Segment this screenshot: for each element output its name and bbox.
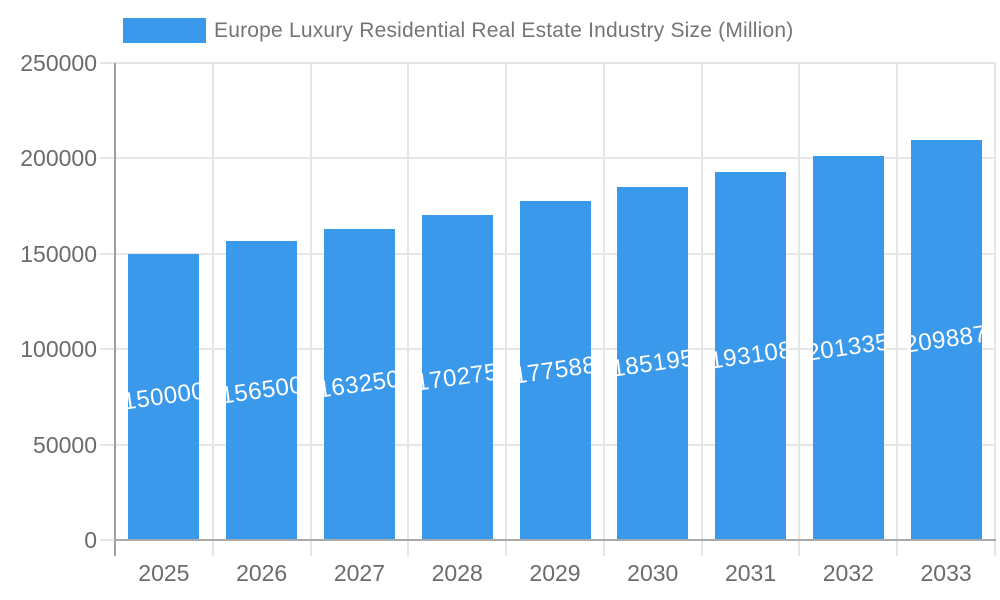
bar-2030[interactable] <box>617 187 689 540</box>
x-axis-tick-label: 2029 <box>529 560 581 586</box>
y-axis-tick <box>100 157 115 160</box>
legend-swatch <box>123 18 206 43</box>
y-axis-line <box>114 63 116 556</box>
gridline-vertical <box>602 63 605 556</box>
y-axis-tick <box>100 252 115 255</box>
y-axis-tick-label: 250000 <box>20 50 97 76</box>
legend: Europe Luxury Residential Real Estate In… <box>123 18 793 43</box>
y-axis-tick <box>100 348 115 351</box>
x-axis-tick-label: 2026 <box>236 560 288 586</box>
y-axis-tick <box>100 62 115 64</box>
bar-2026[interactable] <box>226 241 298 540</box>
x-axis-tick-label: 2030 <box>627 560 679 586</box>
y-axis-tick-label: 200000 <box>20 145 97 172</box>
bar-2028[interactable] <box>421 215 493 540</box>
y-axis-tick-label: 150000 <box>20 240 97 267</box>
gridline-vertical <box>211 63 214 556</box>
gridline-vertical <box>407 63 410 556</box>
y-axis-tick-label: 50000 <box>33 431 97 458</box>
bar-2031[interactable] <box>715 172 787 540</box>
gridline-vertical <box>309 63 312 556</box>
x-axis-tick-label: 2028 <box>431 560 483 586</box>
gridline-horizontal <box>115 157 995 160</box>
gridline-vertical <box>700 63 703 556</box>
y-axis-tick-label: 100000 <box>20 336 97 363</box>
gridline-vertical <box>798 63 801 556</box>
x-axis-tick-label: 2032 <box>822 560 874 586</box>
gridline-vertical <box>505 63 508 556</box>
x-axis-tick-label: 2027 <box>333 560 386 586</box>
gridline-vertical <box>896 63 899 556</box>
gridline-vertical <box>994 63 996 556</box>
legend-label: Europe Luxury Residential Real Estate In… <box>214 18 794 42</box>
y-axis-tick-label: 0 <box>84 527 97 553</box>
bar-2027[interactable] <box>323 229 395 540</box>
y-axis-tick <box>100 443 115 446</box>
y-axis-tick <box>100 539 115 541</box>
x-axis-line <box>114 539 996 541</box>
bar-2033[interactable] <box>910 140 982 540</box>
x-axis-tick-label: 2025 <box>138 560 190 586</box>
x-axis-tick-label: 2033 <box>920 560 972 586</box>
x-axis-tick-label: 2031 <box>724 560 777 586</box>
bar-2029[interactable] <box>519 201 591 540</box>
bar-2032[interactable] <box>812 156 884 540</box>
gridline-horizontal <box>115 62 995 64</box>
bar-2025[interactable] <box>128 254 200 540</box>
